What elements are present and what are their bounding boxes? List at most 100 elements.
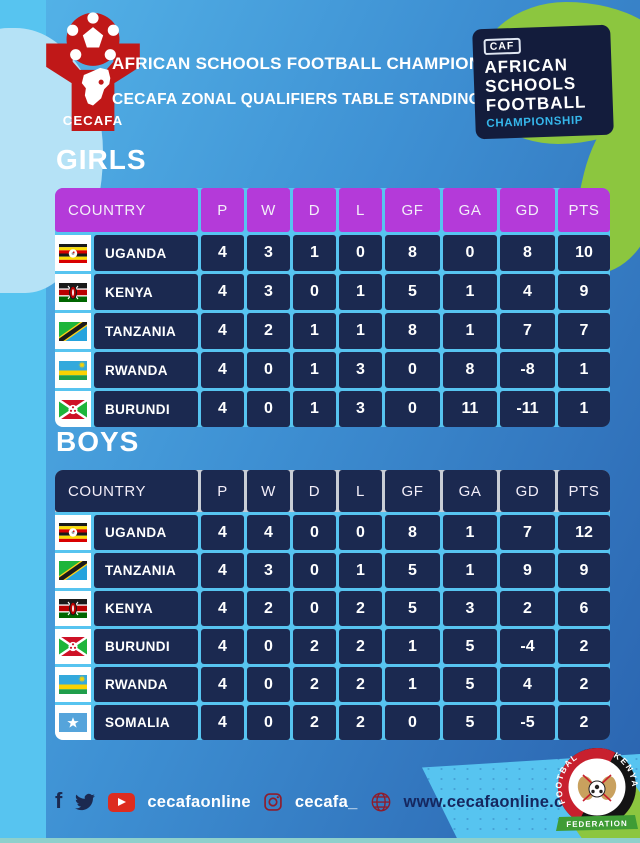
- stat-gd: 4: [500, 667, 555, 702]
- stat-pts: 9: [558, 553, 610, 588]
- stat-p: 4: [201, 667, 244, 702]
- stat-p: 4: [201, 705, 244, 740]
- stat-l: 2: [339, 629, 382, 664]
- stat-pts: 2: [558, 629, 610, 664]
- table-row-somalia: SOMALIA 4 0 2 2 0 5 -5 2: [55, 705, 610, 740]
- column-header-l: L: [339, 188, 382, 232]
- stat-w: 4: [247, 515, 290, 550]
- website-url: www.cecafaonline.com: [403, 792, 589, 811]
- table-row-uganda: UGANDA 4 4 0 0 8 1 7 12: [55, 515, 610, 550]
- stat-l: 3: [339, 391, 382, 427]
- stat-gd: 7: [500, 313, 555, 349]
- girls-standings-table: COUNTRY P W D L GF GA GD PTS UGANDA 4 3 1 0 8 0 8 10 KENYA…: [55, 188, 610, 427]
- stat-w: 3: [247, 235, 290, 271]
- stat-gf: 0: [385, 705, 440, 740]
- boys-header-row: COUNTRY P W D L GF GA GD PTS: [55, 470, 610, 512]
- stat-d: 0: [293, 515, 336, 550]
- flag-tanzania-icon: [55, 313, 91, 349]
- stat-d: 1: [293, 313, 336, 349]
- stat-p: 4: [201, 391, 244, 427]
- country-name: UGANDA: [94, 235, 198, 271]
- footer-social-bar: f cecafaonline cecafa_ www.cecafaonline.…: [55, 786, 589, 818]
- stat-gf: 1: [385, 629, 440, 664]
- stat-ga: 1: [443, 274, 497, 310]
- stat-ga: 3: [443, 591, 497, 626]
- stat-ga: 11: [443, 391, 497, 427]
- stat-p: 4: [201, 591, 244, 626]
- caf-chip-label: CAF: [483, 37, 521, 56]
- table-row-tanzania: TANZANIA 4 3 0 1 5 1 9 9: [55, 553, 610, 588]
- country-name: KENYA: [94, 591, 198, 626]
- country-name: RWANDA: [94, 352, 198, 388]
- stat-w: 3: [247, 274, 290, 310]
- table-row-burundi: BURUNDI 4 0 2 2 1 5 -4 2: [55, 629, 610, 664]
- country-name: BURUNDI: [94, 391, 198, 427]
- twitter-icon: [75, 793, 96, 811]
- stat-d: 2: [293, 629, 336, 664]
- stat-w: 0: [247, 705, 290, 740]
- globe-icon: [371, 792, 390, 812]
- caf-championship-logo: CAF AFRICAN SCHOOLS FOOTBALL CHAMPIONSHI…: [472, 24, 614, 139]
- stat-gd: 8: [500, 235, 555, 271]
- social-handle-main: cecafaonline: [147, 792, 251, 811]
- girls-section-label: GIRLS: [56, 144, 147, 175]
- country-name: KENYA: [94, 274, 198, 310]
- bottom-strip: [0, 838, 640, 843]
- stat-ga: 1: [443, 553, 497, 588]
- flag-kenya-icon: [55, 591, 91, 626]
- stat-gd: -11: [500, 391, 555, 427]
- table-row-rwanda: RWANDA 4 0 1 3 0 8 -8 1: [55, 352, 610, 388]
- table-row-uganda: UGANDA 4 3 1 0 8 0 8 10: [55, 235, 610, 271]
- country-name: BURUNDI: [94, 629, 198, 664]
- stat-gf: 0: [385, 352, 440, 388]
- stat-w: 0: [247, 391, 290, 427]
- column-header-w: W: [247, 188, 290, 232]
- country-name: TANZANIA: [94, 313, 198, 349]
- cecafa-logo-label: CECAFA: [63, 113, 123, 128]
- column-header-d: D: [293, 188, 336, 232]
- stat-gf: 8: [385, 235, 440, 271]
- social-handle-instagram: cecafa_: [294, 792, 358, 811]
- stat-pts: 1: [558, 352, 610, 388]
- cecafa-logo-icon: CECAFA: [46, 12, 140, 131]
- stat-w: 0: [247, 629, 290, 664]
- caf-line4: CHAMPIONSHIP: [486, 114, 584, 130]
- stat-d: 1: [293, 235, 336, 271]
- stat-d: 0: [293, 274, 336, 310]
- stat-w: 2: [247, 591, 290, 626]
- column-header-gf: GF: [385, 188, 440, 232]
- stat-ga: 5: [443, 667, 497, 702]
- fkf-logo-icon: FOOTBALL KENYA FEDERATION: [553, 745, 638, 831]
- stat-p: 4: [201, 235, 244, 271]
- stat-gd: -4: [500, 629, 555, 664]
- stat-gd: 4: [500, 274, 555, 310]
- stat-pts: 2: [558, 705, 610, 740]
- flag-kenya-icon: [55, 274, 91, 310]
- stat-gd: 7: [500, 515, 555, 550]
- stat-gd: -5: [500, 705, 555, 740]
- stat-ga: 0: [443, 235, 497, 271]
- stat-gf: 5: [385, 553, 440, 588]
- column-header-country: COUNTRY: [55, 470, 198, 512]
- column-header-ga: GA: [443, 470, 497, 512]
- stat-l: 2: [339, 705, 382, 740]
- fkf-banner-text: FEDERATION: [566, 819, 628, 829]
- stat-d: 2: [293, 705, 336, 740]
- stat-gf: 5: [385, 274, 440, 310]
- stat-ga: 8: [443, 352, 497, 388]
- country-name: RWANDA: [94, 667, 198, 702]
- stat-d: 1: [293, 391, 336, 427]
- stat-l: 1: [339, 313, 382, 349]
- stat-pts: 1: [558, 391, 610, 427]
- table-row-rwanda: RWANDA 4 0 2 2 1 5 4 2: [55, 667, 610, 702]
- stat-pts: 12: [558, 515, 610, 550]
- table-row-kenya: KENYA 4 2 0 2 5 3 2 6: [55, 591, 610, 626]
- stat-l: 2: [339, 591, 382, 626]
- stat-gd: -8: [500, 352, 555, 388]
- stat-gd: 9: [500, 553, 555, 588]
- stat-l: 3: [339, 352, 382, 388]
- country-name: TANZANIA: [94, 553, 198, 588]
- caf-line3: FOOTBALL: [485, 92, 587, 116]
- flag-rwanda-icon: [55, 667, 91, 702]
